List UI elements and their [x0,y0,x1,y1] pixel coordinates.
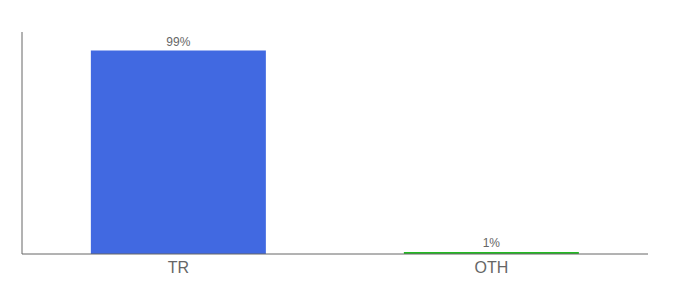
svg-text:99%: 99% [166,35,190,49]
svg-text:1%: 1% [483,236,501,250]
svg-text:TR: TR [168,259,189,276]
svg-text:OTH: OTH [475,259,509,276]
